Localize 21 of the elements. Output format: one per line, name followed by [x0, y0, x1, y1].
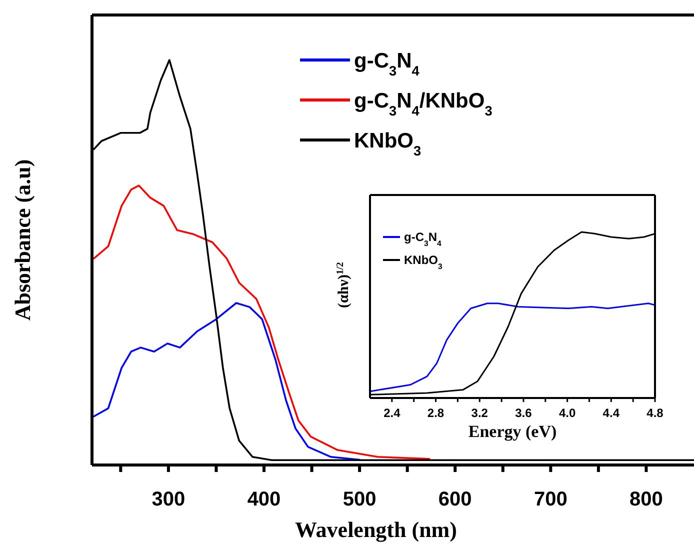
x-axis-title: Energy (eV)	[468, 422, 557, 441]
x-tick-label: 300	[152, 488, 186, 510]
y-axis-title: Absorbance (a.u)	[10, 159, 35, 321]
legend-label: g-C$_{3}$N$_{4}$/KNbO$_{3}$	[354, 89, 493, 118]
x-tick-label: 4.8	[646, 406, 664, 420]
legend-label: g-C$_{3}$N$_{4}$	[354, 49, 420, 78]
legend-label: KNbO$_{3}$	[354, 129, 422, 158]
x-tick-label: 4.4	[602, 406, 620, 420]
x-tick-label: 3.6	[515, 406, 532, 420]
x-tick-label: 500	[342, 488, 376, 510]
x-tick-label: 2.4	[384, 406, 401, 420]
x-axis-title: Wavelength (nm)	[295, 517, 457, 542]
legend-label: KNbO$_{3}$	[404, 253, 443, 271]
x-tick-label: 600	[438, 488, 472, 510]
x-tick-label: 4.0	[558, 406, 576, 420]
x-tick-label: 700	[534, 488, 568, 510]
x-tick-label: 3.2	[471, 406, 488, 420]
x-tick-label: 400	[247, 488, 281, 510]
legend-label: g-C$_{3}$N$_{4}$	[404, 230, 442, 248]
x-tick-label: 800	[630, 488, 663, 510]
x-tick-label: 2.8	[427, 406, 444, 420]
